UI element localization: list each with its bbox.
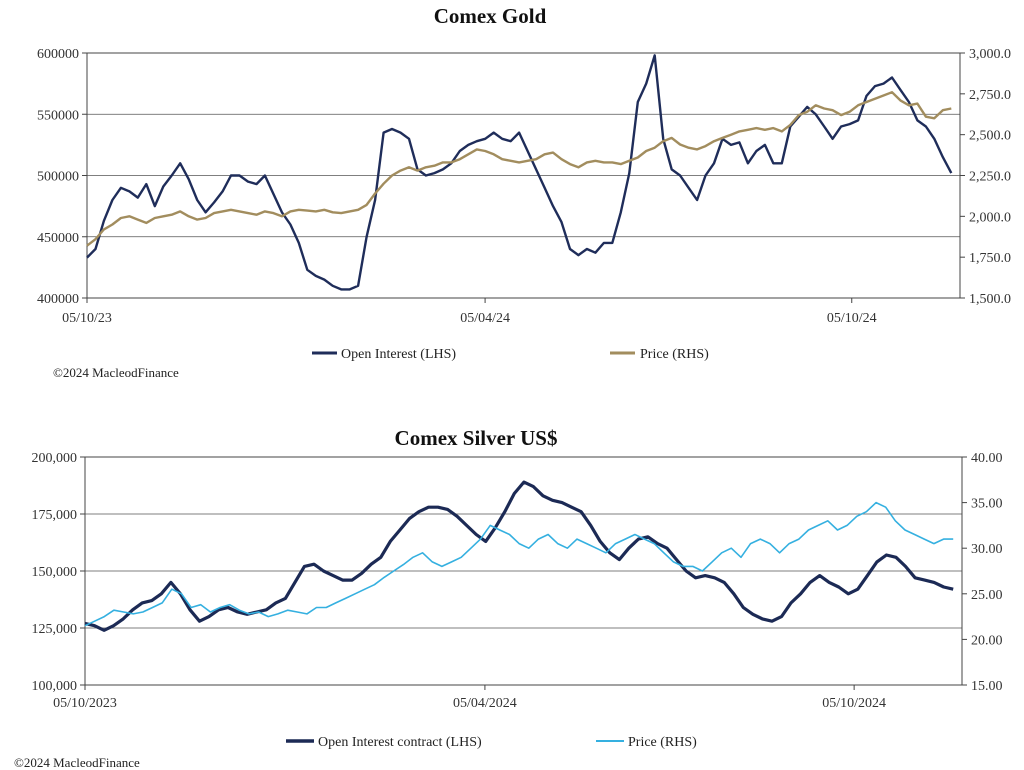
gold-legend-label-oi: Open Interest (LHS) [341,347,456,362]
silver-right-axis: 15.00 20.00 25.00 30.00 35.00 40.00 [962,451,1003,694]
gold-left-tick-label: 450000 [37,231,79,246]
silver-series-open-interest-line [84,480,954,632]
silver-left-tick-label: 150,000 [32,565,78,580]
silver-series-price-line [84,501,954,627]
gold-chart-title: Comex Gold [434,4,547,28]
gold-series-price-line [86,90,952,247]
silver-x-tick-label: 05/04/2024 [453,696,517,711]
gold-x-tick-label: 05/10/24 [827,311,877,326]
gold-series-open-interest-line [86,54,953,291]
silver-x-axis: 05/10/2023 05/04/2024 05/10/2024 [53,685,886,711]
gold-left-axis: 400000 450000 500000 550000 600000 [37,47,87,307]
silver-left-tick-label: 200,000 [32,451,78,466]
gold-copyright: ©2024 MacleodFinance [53,365,179,380]
silver-series-group [84,480,954,632]
silver-right-tick-label: 25.00 [971,588,1003,603]
silver-chart: Comex Silver US$ 100,000 125,000 150,000 17… [14,426,1003,770]
gold-x-axis: 05/10/23 05/04/24 05/10/24 [62,298,877,326]
silver-left-tick-label: 125,000 [32,622,78,637]
silver-right-tick-label: 40.00 [971,451,1003,466]
silver-copyright: ©2024 MacleodFinance [14,755,140,770]
silver-chart-title: Comex Silver US$ [395,426,558,450]
silver-left-tick-label: 175,000 [32,508,78,523]
silver-x-tick-label: 05/10/2023 [53,696,117,711]
silver-right-tick-label: 20.00 [971,633,1003,648]
silver-legend-label-oi: Open Interest contract (LHS) [318,735,482,750]
silver-right-tick-label: 15.00 [971,679,1003,694]
silver-legend-label-price: Price (RHS) [628,735,697,750]
gold-left-tick-label: 600000 [37,47,79,62]
gold-right-tick-label: 2,250.0 [969,170,1011,185]
silver-right-tick-label: 35.00 [971,497,1003,512]
silver-x-tick-label: 05/10/2024 [822,696,886,711]
gold-left-tick-label: 550000 [37,108,79,123]
silver-gridlines [85,513,962,629]
gold-series-group [86,54,953,291]
silver-left-axis: 100,000 125,000 150,000 175,000 200,000 [32,451,85,694]
gold-right-tick-label: 2,750.0 [969,88,1011,103]
gold-chart: Comex Gold 400000 450000 500000 550000 60000… [37,4,1011,380]
silver-left-tick-label: 100,000 [32,679,78,694]
gold-right-tick-label: 1,750.0 [969,251,1011,266]
gold-left-tick-label: 400000 [37,292,79,307]
silver-legend: Open Interest contract (LHS) Price (RHS) [286,735,697,750]
gold-x-tick-label: 05/04/24 [460,311,510,326]
gold-right-axis: 1,500.0 1,750.0 2,000.0 2,250.0 2,500.0 2,750… [960,47,1011,307]
gold-right-tick-label: 1,500.0 [969,292,1011,307]
gold-legend: Open Interest (LHS) Price (RHS) [312,347,709,362]
gold-right-tick-label: 2,000.0 [969,210,1011,225]
gold-left-tick-label: 500000 [37,170,79,185]
gold-legend-label-price: Price (RHS) [640,347,709,362]
gold-x-tick-label: 05/10/23 [62,311,112,326]
gold-right-tick-label: 2,500.0 [969,129,1011,144]
silver-right-tick-label: 30.00 [971,542,1003,557]
gold-right-tick-label: 3,000.0 [969,47,1011,62]
